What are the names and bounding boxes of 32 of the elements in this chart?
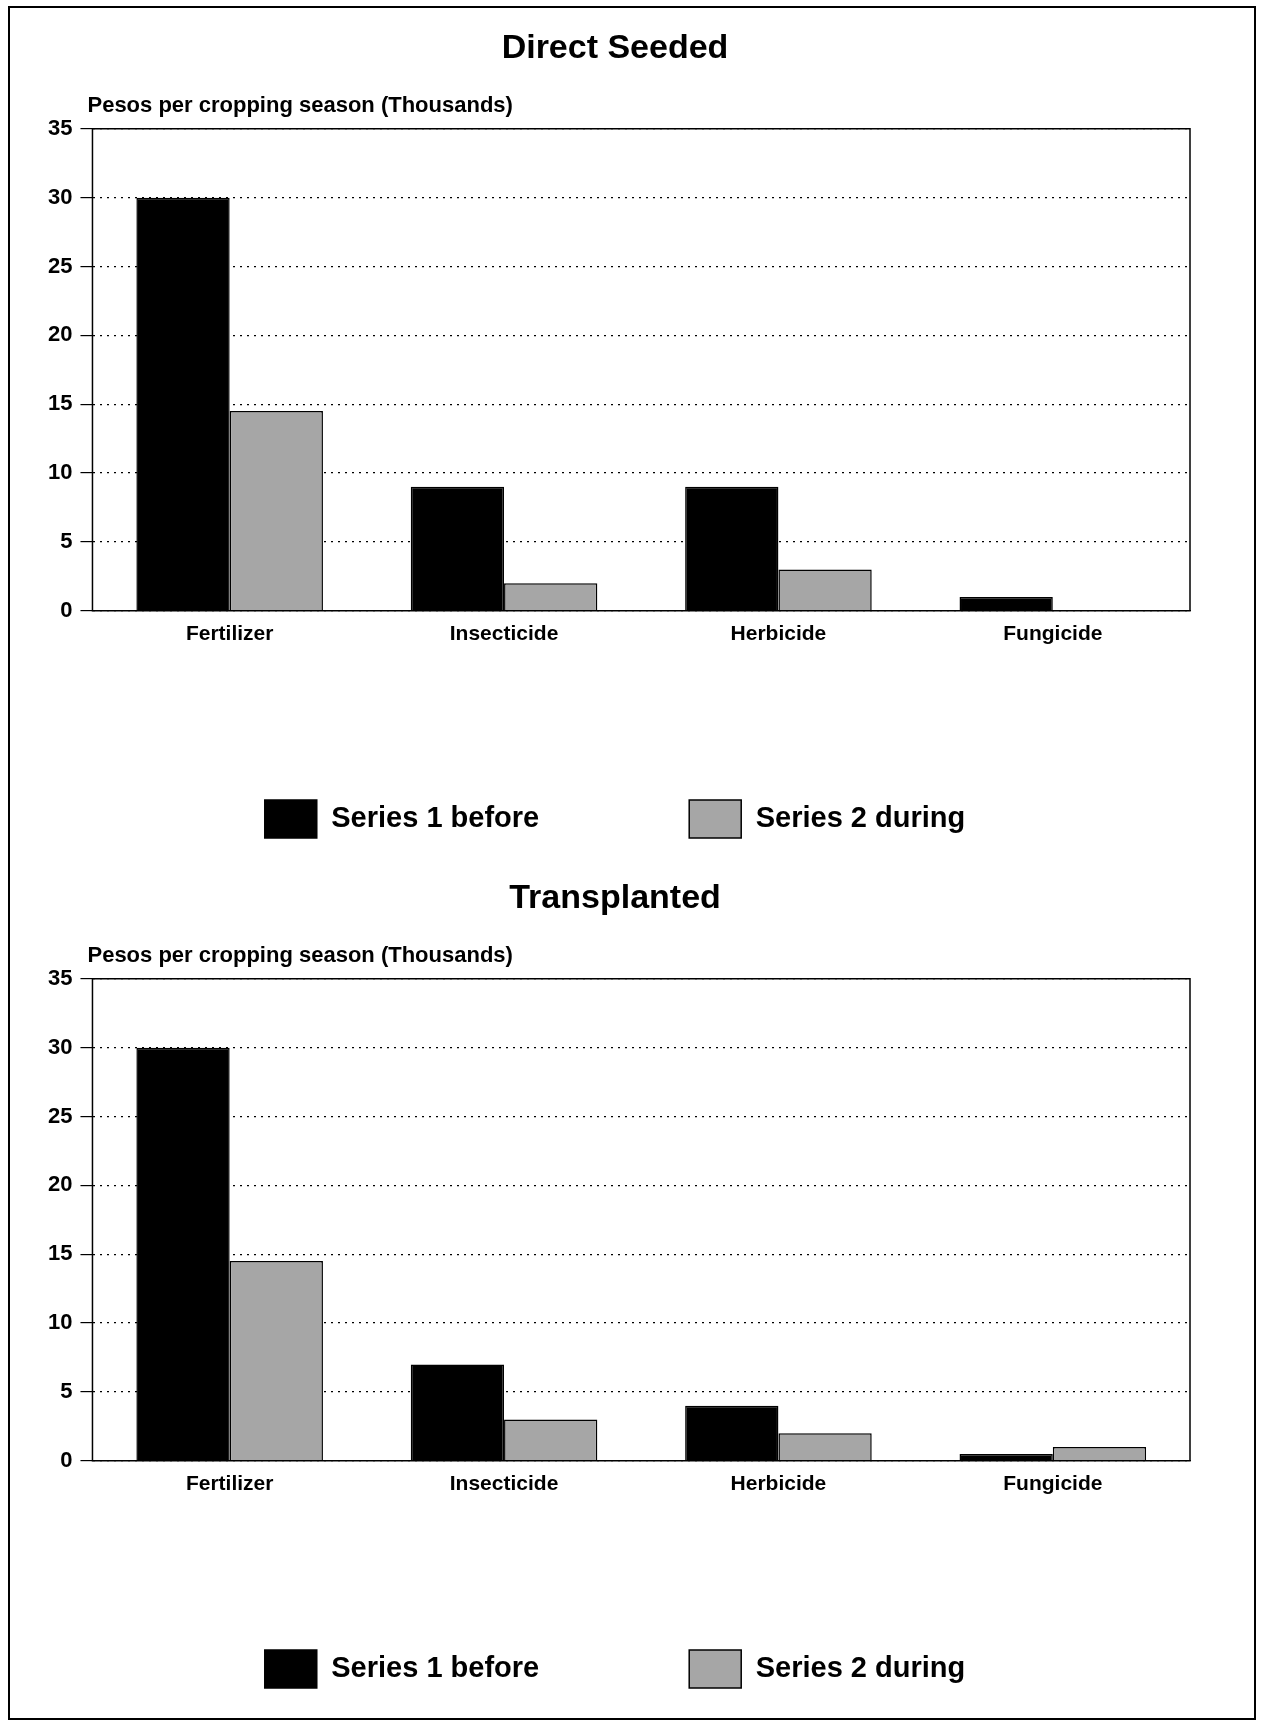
y-tick-label: 5: [60, 528, 73, 554]
y-tick-label: 30: [47, 1033, 73, 1059]
x-tick-label: Insecticide: [449, 621, 559, 645]
y-tick-label: 0: [60, 596, 73, 622]
chart-title: Transplanted: [509, 876, 721, 915]
y-tick-label: 10: [47, 459, 73, 485]
y-tick-label: 0: [60, 1446, 73, 1472]
y-tick-label: 35: [47, 114, 73, 140]
y-tick-label: 20: [47, 321, 73, 347]
x-tick-label: Fertilizer: [185, 1471, 274, 1495]
x-tick-label: Fungicide: [1003, 1471, 1103, 1495]
y-tick-label: 15: [47, 1240, 73, 1266]
y-tick-label: 25: [47, 1102, 73, 1128]
legend-label: Series 2 during: [755, 1651, 966, 1683]
y-tick-label: 10: [47, 1309, 73, 1335]
y-tick-label: 20: [47, 1171, 73, 1197]
x-tick-label: Herbicide: [730, 1471, 827, 1495]
chart-title: Direct Seeded: [501, 26, 729, 65]
y-axis-title: Pesos per cropping season (Thousands): [87, 91, 513, 117]
y-tick-label: 25: [47, 252, 73, 278]
y-tick-label: 15: [47, 390, 73, 416]
y-axis-title: Pesos per cropping season (Thousands): [87, 941, 513, 967]
x-tick-label: Fertilizer: [185, 621, 274, 645]
legend-label: Series 1 before: [331, 1651, 540, 1683]
x-tick-label: Herbicide: [730, 621, 827, 645]
x-tick-label: Fungicide: [1003, 621, 1103, 645]
legend-label: Series 1 before: [331, 801, 540, 833]
x-tick-label: Insecticide: [449, 1471, 559, 1495]
y-tick-label: 30: [47, 183, 73, 209]
y-tick-label: 35: [47, 964, 73, 990]
legend-label: Series 2 during: [755, 801, 966, 833]
y-tick-label: 5: [60, 1378, 73, 1404]
